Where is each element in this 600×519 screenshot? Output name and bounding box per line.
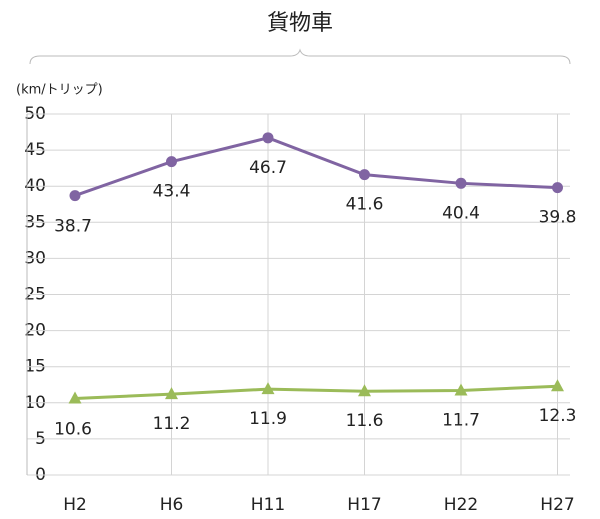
marker	[69, 190, 81, 202]
data-label: 39.8	[539, 208, 577, 228]
data-label: 40.4	[442, 203, 480, 223]
x-tick-label: H11	[251, 495, 285, 515]
data-label: 10.6	[54, 419, 92, 439]
title-bracket	[29, 48, 571, 65]
data-label: 12.3	[539, 406, 577, 426]
marker	[165, 387, 178, 400]
x-tick-label: H2	[63, 495, 87, 515]
marker	[68, 391, 82, 404]
marker	[551, 379, 564, 392]
marker	[166, 156, 177, 168]
data-label: 11.2	[153, 414, 191, 434]
marker	[261, 382, 275, 395]
x-tick-label: H27	[540, 495, 574, 515]
data-label: 11.6	[346, 411, 384, 431]
data-label: 43.4	[153, 182, 191, 202]
series-line	[74, 384, 558, 400]
data-label: 11.9	[249, 409, 287, 429]
x-tick-label: H6	[160, 495, 184, 515]
marker	[454, 383, 468, 396]
marker	[552, 182, 563, 194]
series-line	[74, 136, 558, 198]
x-tick-label: H17	[347, 495, 381, 515]
marker	[262, 132, 274, 144]
marker	[455, 177, 467, 189]
chart-title: 貨物車	[267, 11, 333, 36]
data-label: 38.7	[54, 217, 92, 237]
data-label: 41.6	[346, 195, 384, 215]
y-axis-label: (km/トリップ)	[16, 83, 103, 98]
data-label: 11.7	[442, 411, 480, 431]
x-tick-label: H22	[444, 495, 478, 515]
marker	[359, 169, 370, 181]
data-label: 46.7	[249, 158, 287, 178]
marker	[358, 384, 371, 397]
